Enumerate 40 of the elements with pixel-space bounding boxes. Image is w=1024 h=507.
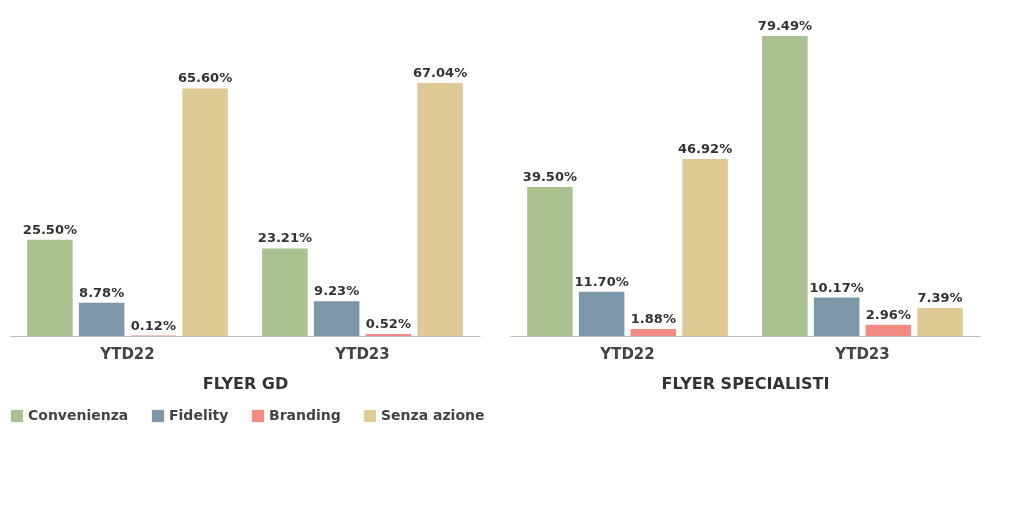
data-label: 8.78% <box>79 284 125 300</box>
data-label: 67.04% <box>413 64 468 80</box>
data-label: 65.60% <box>178 70 233 86</box>
bar <box>813 297 860 336</box>
data-label: 79.49% <box>757 18 812 33</box>
legend-label: Senza azione <box>381 407 485 423</box>
data-label: 10.17% <box>809 279 864 295</box>
data-label: 46.92% <box>678 140 733 156</box>
x-tick-label: YTD22 <box>599 344 655 363</box>
legend-label: Branding <box>269 407 341 423</box>
x-axis-title: FLYER GD <box>202 373 289 393</box>
bar <box>917 308 963 336</box>
bar <box>578 291 625 336</box>
bar <box>682 158 728 336</box>
x-axis-title: FLYER SPECIALISTI <box>661 373 830 393</box>
data-label: 39.50% <box>522 168 577 184</box>
bar <box>182 88 228 336</box>
legend-label: Fidelity <box>169 407 229 423</box>
bar <box>262 248 308 336</box>
data-label: 1.88% <box>630 310 676 326</box>
data-label: 7.39% <box>917 290 963 306</box>
data-label: 11.70% <box>574 273 629 289</box>
bar <box>630 328 677 336</box>
bar <box>313 301 360 336</box>
bar <box>27 239 73 336</box>
bar <box>762 36 808 336</box>
data-label: 25.50% <box>22 221 77 237</box>
x-tick-label: YTD23 <box>334 344 390 363</box>
bar <box>78 302 125 336</box>
legend-label: Convenienza <box>28 407 129 423</box>
data-label: 9.23% <box>314 283 360 299</box>
x-tick-label: YTD22 <box>99 344 155 363</box>
data-label: 2.96% <box>865 306 911 322</box>
bar <box>865 324 912 336</box>
data-label: 0.12% <box>130 317 176 333</box>
bar <box>527 186 573 336</box>
bar <box>417 82 463 336</box>
x-tick-label: YTD23 <box>834 344 890 363</box>
data-label: 23.21% <box>257 230 312 246</box>
data-label: 0.52% <box>365 316 411 332</box>
